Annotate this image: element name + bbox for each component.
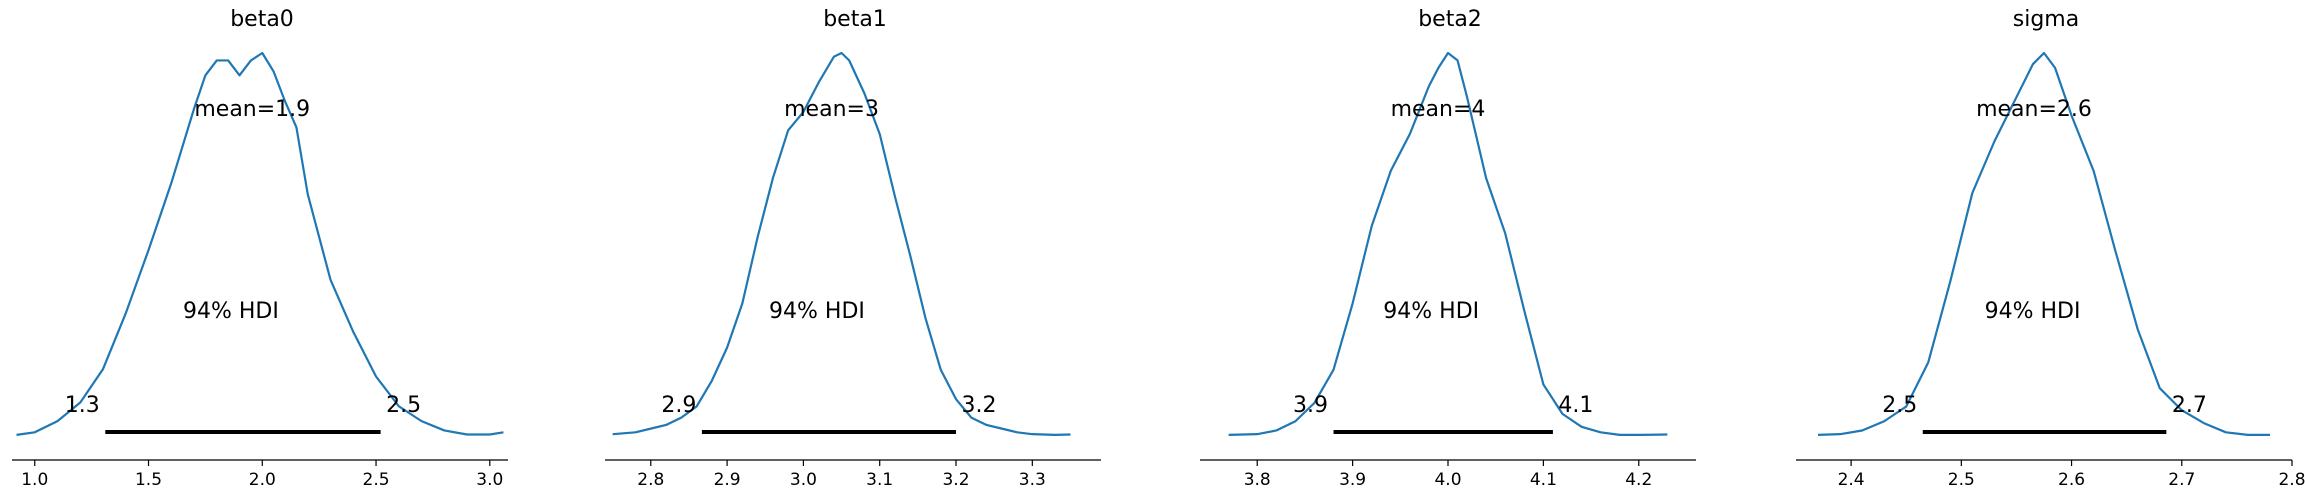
hdi-high-label: 2.5 — [386, 393, 421, 418]
x-tick-label: 2.8 — [637, 470, 664, 490]
x-tick-label: 2.0 — [249, 470, 276, 490]
x-tick-label: 3.9 — [1339, 470, 1366, 490]
posterior-panel-beta0: 1.0 1.5 2.0 2.5 3.0 beta0 mean=1.9 94% HDI 1.3 2.… — [12, 7, 508, 490]
x-tick-label: 4.0 — [1434, 470, 1461, 490]
density-curve — [612, 51, 1071, 436]
mean-label: mean=4 — [1391, 97, 1486, 122]
hdi-low-label: 2.9 — [661, 393, 696, 418]
posterior-panel-beta2: 3.8 3.9 4.0 4.1 4.2 beta2 mean=4 94% HDI 3.9 4.1 — [1200, 7, 1696, 490]
density-curve — [16, 51, 504, 436]
x-tick-label: 2.8 — [2278, 470, 2305, 490]
x-tick-label: 3.2 — [942, 470, 969, 490]
hdi-low-label: 1.3 — [65, 393, 100, 418]
hdi-label: 94% HDI — [1383, 299, 1479, 324]
hdi-high-label: 2.7 — [2172, 393, 2207, 418]
density-curve — [1228, 51, 1668, 436]
hdi-label: 94% HDI — [183, 299, 279, 324]
x-tick-label: 2.7 — [2168, 470, 2195, 490]
x-tick-label: 3.0 — [790, 470, 817, 490]
x-tick-label: 2.4 — [1838, 470, 1865, 490]
mean-label: mean=1.9 — [194, 97, 310, 122]
panel-title: beta1 — [823, 7, 887, 32]
posterior-panel-beta1: 2.8 2.9 3.0 3.1 3.2 3.3 beta1 mean=3 94% HDI 2.9 3… — [605, 7, 1101, 490]
x-tick-label: 2.5 — [1948, 470, 1975, 490]
mean-label: mean=3 — [784, 97, 879, 122]
hdi-low-label: 3.9 — [1293, 393, 1328, 418]
density-curve — [1818, 51, 2270, 436]
hdi-label: 94% HDI — [769, 299, 865, 324]
panel-title: beta0 — [230, 7, 294, 32]
x-tick-label: 4.2 — [1625, 470, 1652, 490]
x-tick-label: 3.8 — [1244, 470, 1271, 490]
hdi-high-label: 3.2 — [962, 393, 997, 418]
x-tick-label: 1.0 — [21, 470, 48, 490]
panel-title: beta2 — [1418, 7, 1482, 32]
hdi-low-label: 2.5 — [1882, 393, 1917, 418]
x-tick-label: 4.1 — [1530, 470, 1557, 490]
x-tick-label: 2.9 — [714, 470, 741, 490]
hdi-label: 94% HDI — [1985, 299, 2081, 324]
x-tick-label: 1.5 — [135, 470, 162, 490]
mean-label: mean=2.6 — [1976, 97, 2092, 122]
x-tick-label: 3.0 — [476, 470, 503, 490]
x-tick-label: 3.3 — [1019, 470, 1046, 490]
posterior-panel-sigma: 2.4 2.5 2.6 2.7 2.8 sigma mean=2.6 94% HDI 2.5 2.… — [1796, 7, 2305, 490]
hdi-high-label: 4.1 — [1558, 393, 1593, 418]
panel-title: sigma — [2013, 7, 2079, 32]
x-tick-label: 2.5 — [363, 470, 390, 490]
x-tick-label: 3.1 — [866, 470, 893, 490]
x-tick-label: 2.6 — [2058, 470, 2085, 490]
